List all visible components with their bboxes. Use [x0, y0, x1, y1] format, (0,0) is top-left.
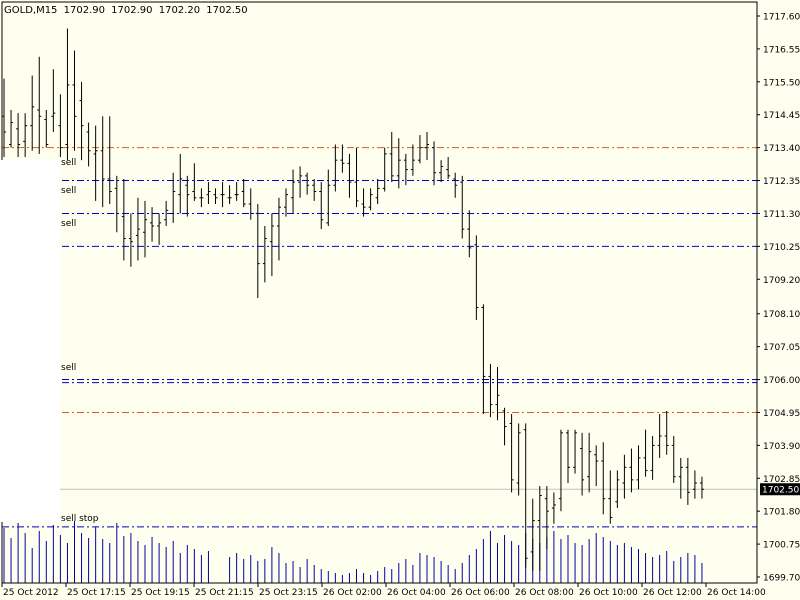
- time-label: 26 Oct 02:00: [323, 588, 382, 598]
- order-label: sell stop: [61, 514, 99, 524]
- price-label: 1715.50: [763, 78, 800, 88]
- price-label: 1708.10: [763, 310, 800, 320]
- price-label: 1710.25: [763, 243, 800, 253]
- order-label: sell: [61, 363, 77, 373]
- price-label: 1700.75: [763, 541, 800, 551]
- price-label: 1701.80: [763, 508, 800, 518]
- ohlc-bars: [2, 28, 704, 571]
- plot-frame: [1, 1, 758, 584]
- price-label: 1709.20: [763, 276, 800, 286]
- time-label: 25 Oct 21:15: [195, 588, 254, 598]
- time-label: 25 Oct 23:15: [259, 588, 318, 598]
- time-label: 26 Oct 12:00: [643, 588, 702, 598]
- time-label: 25 Oct 2012: [3, 588, 59, 598]
- price-label: 1716.55: [763, 45, 800, 55]
- time-label: 25 Oct 19:15: [131, 588, 190, 598]
- time-label: 25 Oct 17:15: [67, 588, 126, 598]
- price-label: 1713.40: [763, 144, 800, 154]
- price-label: 1699.70: [763, 574, 800, 584]
- price-label: 1717.60: [763, 13, 800, 23]
- symbol-label: GOLD,M15: [4, 5, 58, 16]
- price-label: 1703.90: [763, 442, 800, 452]
- horizontal-lines: [2, 147, 757, 528]
- redacted-area: [0, 160, 60, 522]
- volume-histogram: [3, 521, 703, 583]
- order-label: sell: [61, 219, 77, 229]
- price-label: 1702.85: [763, 475, 800, 485]
- price-label: 1711.30: [763, 210, 800, 220]
- price-label: 1706.00: [763, 376, 800, 386]
- time-label: 26 Oct 14:00: [707, 588, 766, 598]
- price-label: 1704.95: [763, 409, 800, 419]
- price-label: 1707.05: [763, 343, 800, 353]
- current-price-label: 1702.50: [762, 486, 799, 496]
- time-label: 26 Oct 10:00: [579, 588, 638, 598]
- chart-info: GOLD,M15 1702.90 1702.90 1702.20 1702.50: [4, 5, 251, 16]
- open-value: 1702.90: [63, 5, 105, 16]
- order-label: sell: [61, 158, 77, 168]
- low-value: 1702.20: [158, 5, 201, 16]
- price-label: 1712.35: [763, 177, 800, 187]
- time-label: 26 Oct 04:00: [387, 588, 446, 598]
- time-label: 26 Oct 08:00: [515, 588, 574, 598]
- high-value: 1702.90: [111, 5, 153, 16]
- current-price-box: [760, 483, 800, 496]
- time-label: 26 Oct 06:00: [451, 588, 510, 598]
- price-label: 1714.45: [763, 111, 800, 121]
- close-value: 1702.50: [206, 5, 248, 16]
- order-label: sell: [61, 186, 77, 196]
